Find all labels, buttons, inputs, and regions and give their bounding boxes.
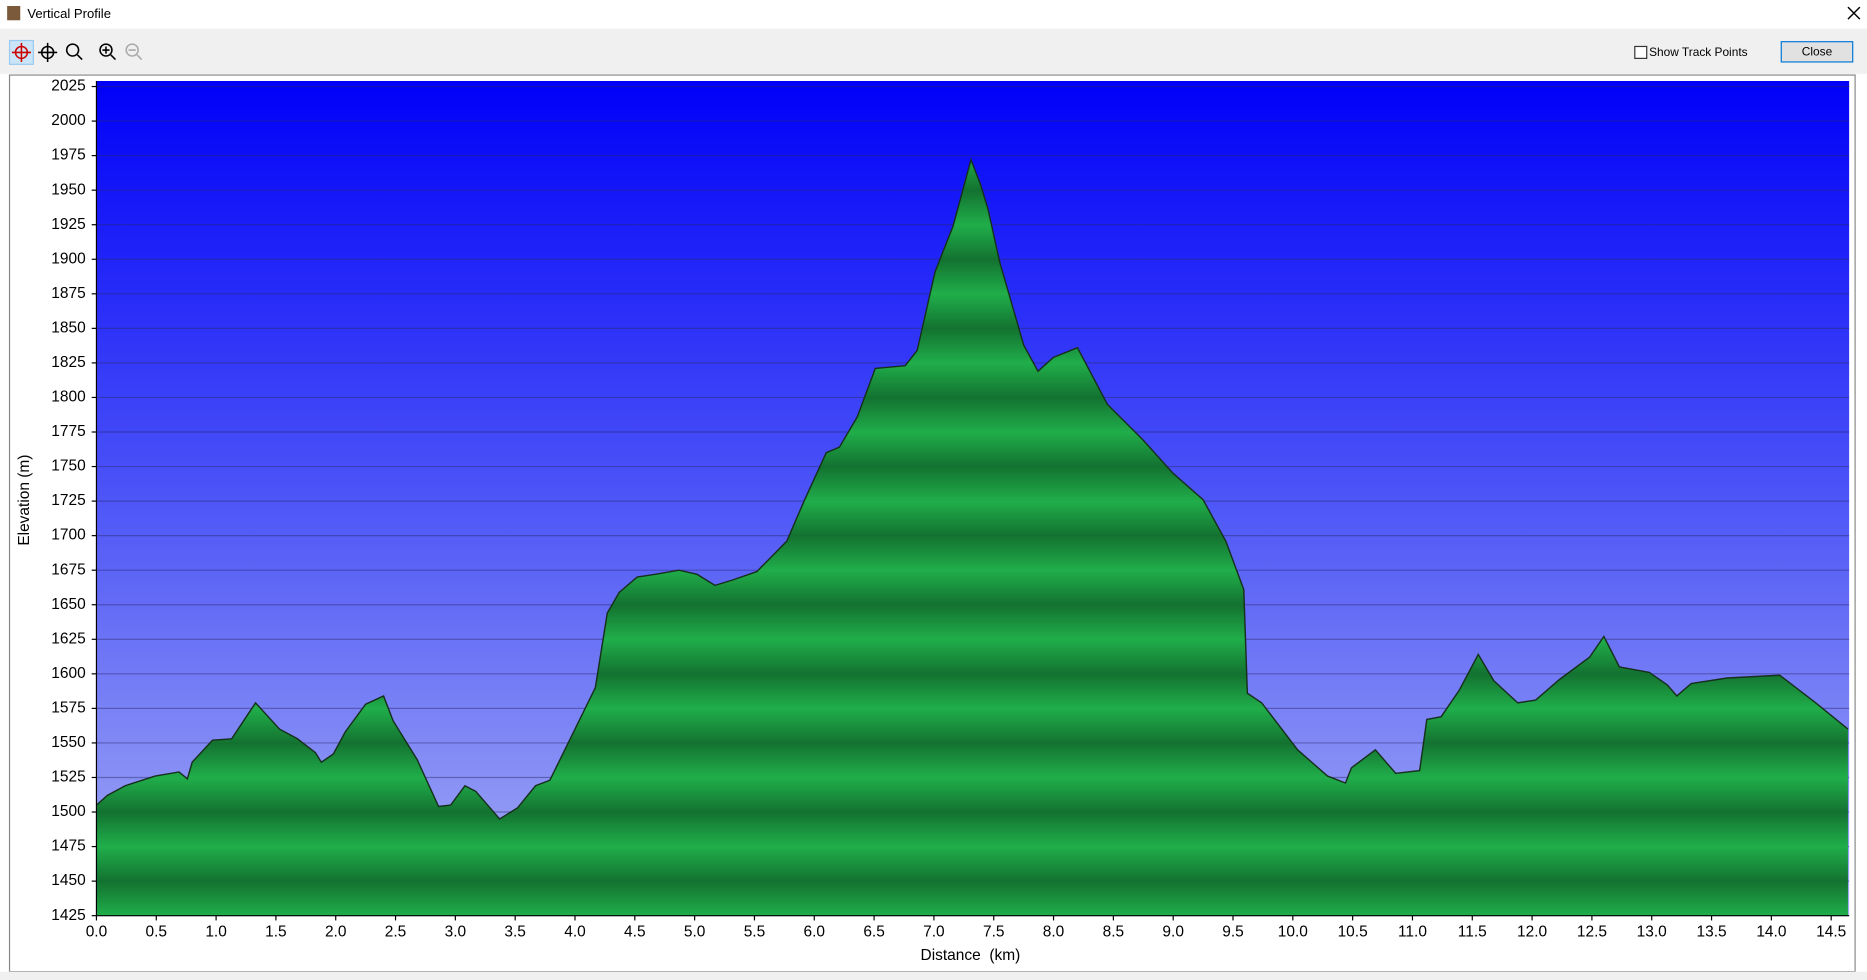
y-tick-label: 1425 — [51, 907, 85, 924]
x-tick-label: 13.0 — [1637, 923, 1667, 940]
y-tick-label: 1725 — [51, 492, 85, 509]
x-tick-label: 1.0 — [205, 923, 227, 940]
x-tick-label: 3.0 — [445, 923, 467, 940]
x-tick-label: 13.5 — [1697, 923, 1727, 940]
x-tick-label: 9.0 — [1162, 923, 1184, 940]
x-tick-label: 14.0 — [1756, 923, 1786, 940]
y-tick-label: 1525 — [51, 769, 85, 786]
x-tick-label: 7.0 — [923, 923, 945, 940]
y-tick-label: 1550 — [51, 734, 85, 751]
tool-crosshair-red — [11, 42, 31, 62]
x-tick-label: 12.5 — [1577, 923, 1607, 940]
x-tick-label: 8.5 — [1103, 923, 1125, 940]
x-axis-label: Distance (km) — [921, 947, 1021, 964]
x-tick-label: 14.5 — [1816, 923, 1846, 940]
close-button-label[interactable]: Close — [1802, 45, 1833, 59]
tool-zoom-box[interactable] — [65, 43, 83, 61]
x-tick-label: 11.0 — [1398, 923, 1427, 940]
y-tick-label: 1600 — [51, 665, 85, 682]
y-axis-label: Elevation (m) — [16, 455, 33, 546]
checkbox[interactable] — [1634, 45, 1648, 59]
y-tick-label: 2000 — [51, 112, 85, 129]
tool-zoom-in[interactable] — [99, 43, 117, 61]
x-tick-label: 0.5 — [146, 923, 168, 940]
x-tick-label: 10.0 — [1278, 923, 1308, 940]
y-tick-label: 1950 — [51, 181, 85, 198]
x-tick-label: 6.0 — [804, 923, 826, 940]
tool-crosshair[interactable] — [38, 42, 58, 62]
y-tick-label: 2025 — [51, 78, 85, 95]
y-tick-label: 1900 — [51, 250, 85, 267]
axes: 1425 1450 1475 1500 1525 1550 1575 1600 1625 1650… — [51, 78, 1850, 940]
y-tick-label: 1825 — [51, 354, 85, 371]
toolbar — [0, 28, 1867, 74]
y-tick-label: 1575 — [51, 699, 85, 716]
x-tick-label: 5.0 — [684, 923, 706, 940]
x-tick-label: 1.5 — [265, 923, 287, 940]
x-tick-label: 12.0 — [1517, 923, 1547, 940]
y-tick-label: 1450 — [51, 872, 85, 889]
window-title: Vertical Profile — [27, 6, 111, 21]
x-tick-label: 3.5 — [504, 923, 526, 940]
x-tick-label: 11.5 — [1458, 923, 1487, 940]
x-tick-label: 2.0 — [325, 923, 347, 940]
tool-zoom-out[interactable] — [125, 43, 143, 61]
area-line — [95, 157, 1849, 820]
y-tick-label: 1700 — [51, 527, 85, 544]
title-bar — [0, 0, 1867, 29]
x-tick-label: 0.0 — [86, 923, 108, 940]
y-tick-label: 1675 — [51, 561, 85, 578]
close-button[interactable] — [1780, 41, 1854, 63]
y-tick-label: 1750 — [51, 458, 85, 475]
x-tick-label: 4.0 — [564, 923, 586, 940]
x-tick-label: 5.5 — [744, 923, 766, 940]
x-tick-label: 6.5 — [863, 923, 885, 940]
app-icon — [7, 5, 21, 21]
x-tick-label: 8.0 — [1043, 923, 1065, 940]
y-tick-label: 1875 — [51, 285, 85, 302]
y-tick-label: 1800 — [51, 389, 85, 406]
x-tick-label: 9.5 — [1222, 923, 1244, 940]
y-tick-label: 1925 — [51, 216, 85, 233]
y-tick-label: 1625 — [51, 630, 85, 647]
close-x[interactable] — [1847, 6, 1861, 20]
y-tick-label: 1975 — [51, 147, 85, 164]
series — [95, 157, 1849, 916]
area-fill — [96, 159, 1848, 916]
y-tick-label: 1475 — [51, 838, 85, 855]
y-tick-label: 1500 — [51, 803, 85, 820]
checkbox-label[interactable]: Show Track Points — [1649, 45, 1748, 59]
x-tick-label: 10.5 — [1338, 923, 1368, 940]
y-tick-label: 1650 — [51, 596, 85, 613]
x-tick-label: 2.5 — [385, 923, 407, 940]
x-tick-label: 4.5 — [624, 923, 646, 940]
y-tick-label: 1850 — [51, 319, 85, 336]
x-tick-label: 7.5 — [983, 923, 1005, 940]
y-tick-label: 1775 — [51, 423, 85, 440]
status-strip — [0, 971, 1867, 980]
